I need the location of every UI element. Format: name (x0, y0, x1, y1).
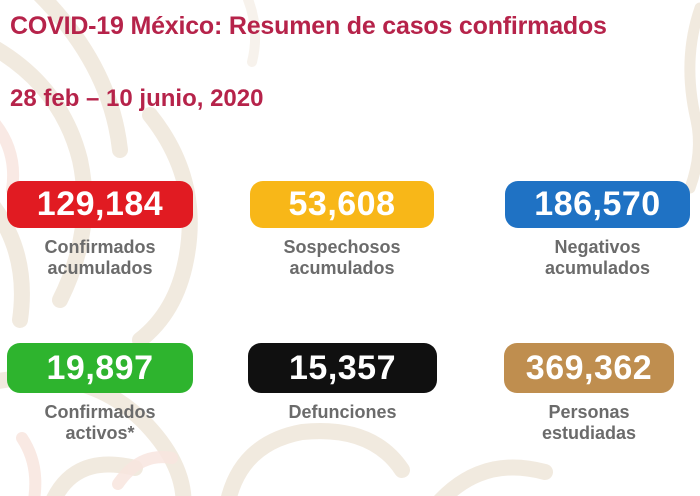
page-title: COVID-19 México: Resumen de casos confir… (10, 12, 607, 40)
stat-card-confirmados-activos: 19,897 Confirmados activos* (7, 343, 193, 444)
stat-card-defunciones: 15,357 Defunciones (248, 343, 437, 423)
stat-pill-confirmados-activos: 19,897 (7, 343, 193, 393)
stat-value: 15,357 (289, 348, 396, 387)
stat-pill-personas-estudiadas: 369,362 (504, 343, 674, 393)
stat-card-personas-estudiadas: 369,362 Personas estudiadas (504, 343, 674, 444)
stat-pill-negativos-acumulados: 186,570 (505, 181, 690, 228)
stat-pill-confirmados-acumulados: 129,184 (7, 181, 193, 228)
stat-card-sospechosos-acumulados: 53,608 Sospechosos acumulados (250, 181, 434, 279)
stat-value: 369,362 (525, 348, 653, 387)
stat-pill-defunciones: 15,357 (248, 343, 437, 393)
stat-label: Sospechosos acumulados (283, 237, 401, 278)
stat-label: Confirmados activos* (44, 402, 156, 443)
stat-value: 19,897 (46, 348, 154, 387)
stat-card-confirmados-acumulados: 129,184 Confirmados acumulados (7, 181, 193, 279)
stat-label: Confirmados acumulados (44, 237, 156, 278)
stat-card-negativos-acumulados: 186,570 Negativos acumulados (505, 181, 690, 279)
stat-label: Personas estudiadas (541, 402, 637, 443)
stat-label: Negativos acumulados (544, 237, 651, 278)
stat-pill-sospechosos-acumulados: 53,608 (250, 181, 434, 228)
stat-label: Defunciones (288, 402, 397, 422)
stat-value: 186,570 (534, 185, 661, 223)
stat-value: 53,608 (288, 185, 396, 223)
date-range: 28 feb – 10 junio, 2020 (10, 85, 264, 112)
stat-value: 129,184 (36, 185, 164, 223)
